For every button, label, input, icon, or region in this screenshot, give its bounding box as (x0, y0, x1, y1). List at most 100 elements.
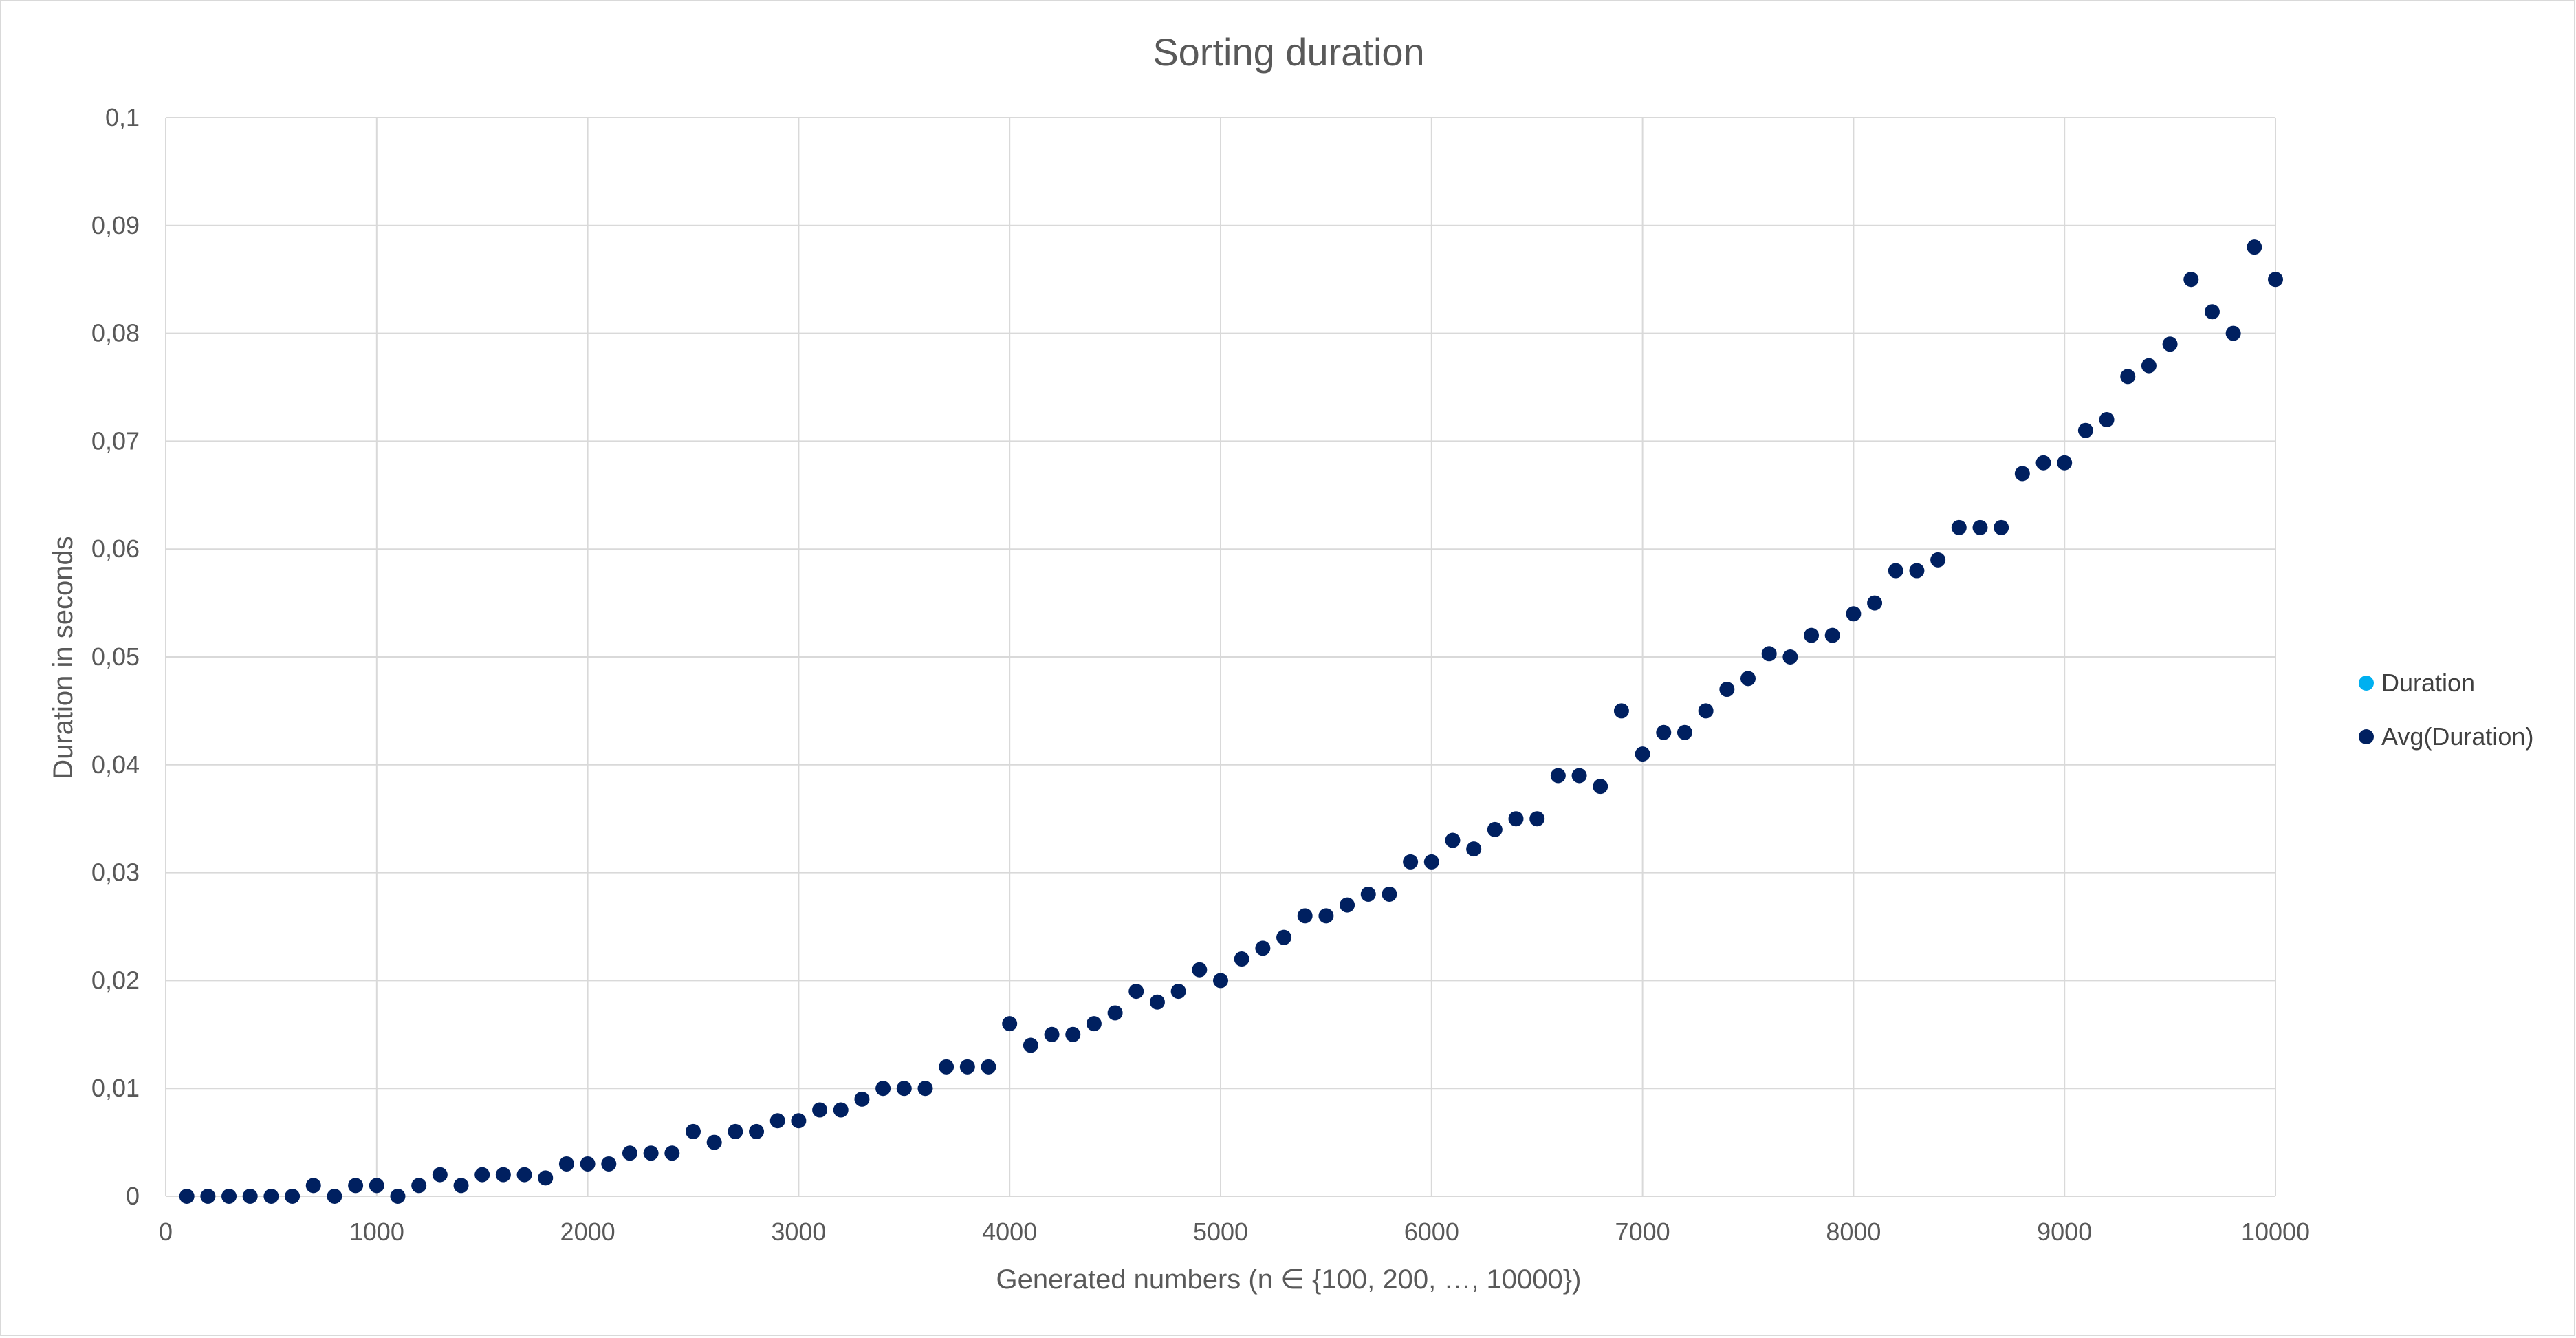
data-point (558, 1156, 574, 1172)
x-tick-label: 10000 (2241, 1218, 2310, 1246)
data-point (896, 1081, 912, 1097)
legend-label: Avg(Duration) (2381, 722, 2533, 751)
data-point (854, 1091, 870, 1107)
data-point (2247, 239, 2262, 255)
data-point (812, 1102, 828, 1118)
legend-label: Duration (2381, 669, 2475, 697)
data-point (1107, 1005, 1123, 1021)
y-tick-label: 0,06 (91, 535, 140, 563)
data-point (2057, 455, 2073, 471)
y-tick-label: 0,05 (91, 643, 140, 671)
data-point (1761, 646, 1777, 662)
data-point (959, 1059, 975, 1075)
data-point (1719, 682, 1735, 698)
y-tick-label: 0,09 (91, 211, 140, 239)
data-point (1930, 552, 1946, 568)
data-point (1297, 908, 1313, 924)
data-point (1234, 951, 1249, 967)
data-point (1824, 627, 1840, 643)
y-tick-label: 0,03 (91, 859, 140, 887)
data-point (749, 1123, 765, 1139)
data-point (1550, 768, 1566, 784)
data-point (327, 1189, 342, 1204)
data-point (1487, 821, 1503, 837)
data-point (1086, 1016, 1102, 1032)
y-tick-label: 0,1 (105, 103, 140, 131)
data-point (1318, 908, 1334, 924)
data-point (1804, 627, 1820, 643)
data-point (1170, 984, 1186, 1000)
x-tick-label: 9000 (2037, 1218, 2092, 1246)
x-tick-label: 2000 (560, 1218, 615, 1246)
data-point (453, 1178, 469, 1194)
data-point (1065, 1026, 1081, 1042)
data-point (2268, 272, 2283, 288)
data-point (769, 1113, 785, 1129)
data-point (1128, 984, 1144, 1000)
x-tick-label: 6000 (1404, 1218, 1459, 1246)
data-point (1340, 897, 1355, 913)
data-point (1044, 1026, 1060, 1042)
data-point (875, 1081, 891, 1097)
data-point (1213, 973, 1228, 989)
data-point (1466, 841, 1482, 857)
data-point (1023, 1037, 1038, 1053)
data-point (1951, 519, 1967, 535)
y-tick-label: 0,02 (91, 966, 140, 994)
y-tick-label: 0,08 (91, 319, 140, 347)
x-tick-label: 5000 (1193, 1218, 1248, 1246)
data-point (1656, 724, 1672, 740)
data-point (706, 1134, 722, 1150)
data-point (516, 1167, 532, 1183)
x-tick-label: 7000 (1615, 1218, 1670, 1246)
data-point (2162, 336, 2178, 352)
legend: Duration Avg(Duration) (2359, 669, 2533, 751)
x-tick-label: 1000 (349, 1218, 404, 1246)
data-point (474, 1167, 490, 1183)
data-point (686, 1123, 701, 1139)
data-point (221, 1189, 237, 1204)
data-point (643, 1145, 659, 1161)
x-tick-label: 8000 (1826, 1218, 1881, 1246)
data-point (2204, 304, 2220, 320)
legend-marker (2359, 676, 2374, 691)
y-tick-label: 0,07 (91, 427, 140, 455)
data-point (981, 1059, 996, 1075)
data-point (2225, 325, 2241, 341)
data-point (791, 1113, 807, 1129)
data-point (1677, 724, 1692, 740)
data-point (2035, 455, 2051, 471)
data-point (2141, 358, 2157, 374)
data-point (1593, 779, 1608, 795)
data-point (242, 1189, 258, 1204)
data-point (1571, 768, 1587, 784)
data-point (348, 1178, 364, 1194)
data-point (1740, 671, 1756, 687)
data-point (580, 1156, 596, 1172)
data-point (390, 1189, 406, 1204)
data-point (1698, 703, 1714, 719)
data-point (1276, 929, 1292, 945)
y-tick-label: 0,01 (91, 1074, 140, 1102)
x-tick-label: 3000 (771, 1218, 826, 1246)
data-point (1994, 519, 2009, 535)
data-point (1888, 563, 1903, 579)
data-point (833, 1102, 849, 1118)
data-point (179, 1189, 195, 1204)
data-point (601, 1156, 617, 1172)
y-tick-label: 0 (126, 1182, 140, 1210)
y-axis-label: Duration in seconds (48, 536, 78, 779)
data-point (1445, 832, 1461, 848)
data-point (1635, 746, 1650, 762)
x-axis-label: Generated numbers (n ∈ {100, 200, …, 100… (996, 1264, 1582, 1295)
data-point (2183, 272, 2199, 288)
gridlines (165, 117, 2276, 1197)
data-point (1782, 649, 1798, 665)
x-tick-label: 4000 (982, 1218, 1037, 1246)
data-point (664, 1145, 680, 1161)
data-point (1360, 886, 1376, 902)
data-point (263, 1189, 279, 1204)
data-point (495, 1167, 511, 1183)
